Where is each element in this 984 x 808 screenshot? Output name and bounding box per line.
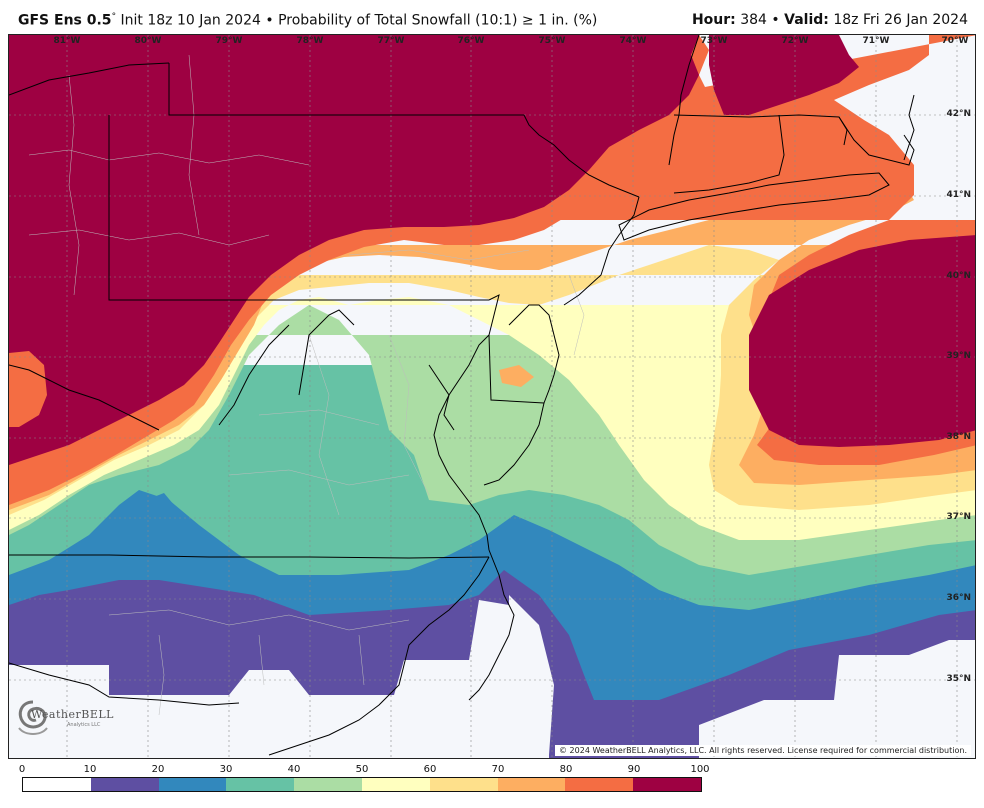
lon-label: 71°W [862,36,890,46]
colorbar-segment [361,778,430,791]
map-title: GFS Ens 0.5° Init 18z 10 Jan 2024 • Prob… [18,12,597,29]
state-borders [9,35,915,756]
colorbar-ticks: 0 10 20 30 40 50 60 70 80 90 100 [18,764,710,776]
colorbar-segment [294,778,362,791]
lon-label: 70°W [941,36,969,46]
colorbar-segment [158,778,227,791]
lat-label: 36°N [946,593,971,603]
hour-label: Hour: [691,12,736,28]
colorbar-tick: 70 [491,764,505,775]
band-60-70-spot [499,365,534,387]
valid-value: 18z Fri 26 Jan 2024 [833,12,968,28]
weatherbell-logo: WeatherBELL Analytics LLC [13,696,114,740]
colorbar-tick: 40 [287,764,301,775]
colorbar-segment [226,778,295,791]
band-90-100 [9,35,975,465]
colorbar-tick: 50 [355,764,369,775]
lon-label: 80°W [134,36,162,46]
separator-bullet-2: • [771,12,780,28]
degree-symbol: ° [111,12,117,22]
colorbar-tick: 20 [151,764,165,775]
colorbar-tick: 100 [690,764,710,775]
lon-label: 72°W [781,36,809,46]
forecast-time: Hour: 384 • Valid: 18z Fri 26 Jan 2024 [692,12,968,28]
band-80-90-west [9,351,47,427]
colorbar-segment [497,778,566,791]
band-30-40-spot [146,493,174,517]
colorbar-segment [429,778,498,791]
copyright-notice: © 2024 WeatherBELL Analytics, LLC. All r… [555,745,971,756]
hour-value: 384 [740,12,767,28]
logo-text: WeatherBELL [31,708,114,721]
lon-label: 79°W [215,36,243,46]
colorbar-segment [633,778,701,791]
colorbar-tick: 10 [83,764,97,775]
init-time: Init 18z 10 Jan 2024 [120,12,261,29]
lon-label: 78°W [296,36,324,46]
lon-label: 77°W [377,36,405,46]
lat-label: 41°N [946,190,971,200]
lon-label: 76°W [457,36,485,46]
colorbar-tick: 60 [423,764,437,775]
lat-label: 39°N [946,351,971,361]
lat-label: 38°N [946,432,971,442]
map-fill [9,35,975,758]
separator-bullet: • [265,12,274,29]
colorbar [22,777,702,792]
lon-label: 73°W [700,36,728,46]
lat-label: 40°N [946,271,971,281]
lat-label: 42°N [946,109,971,119]
snowfall-probability-map: 81°W 80°W 79°W 78°W 77°W 76°W 75°W 74°W … [8,34,976,759]
lat-label: 35°N [946,674,971,684]
lon-label: 74°W [619,36,647,46]
colorbar-tick: 0 [18,764,26,775]
colorbar-tick: 30 [219,764,233,775]
product-name: Probability of Total Snowfall (10:1) ≥ 1… [278,12,598,29]
lon-label: 81°W [53,36,81,46]
logo-subtext: Analytics LLC [67,722,101,728]
lat-label: 37°N [946,512,971,522]
model-name: GFS Ens 0.5 [18,12,112,29]
colorbar-tick: 80 [559,764,573,775]
county-borders [28,54,585,716]
lat-lon-grid [9,35,975,758]
lon-label: 75°W [538,36,566,46]
swirl-logo-icon [18,700,48,735]
header-bar: GFS Ens 0.5° Init 18z 10 Jan 2024 • Prob… [0,0,984,34]
colorbar-segment [90,778,159,791]
colorbar-segment [565,778,634,791]
colorbar-tick: 90 [627,764,641,775]
valid-label: Valid: [784,12,829,28]
colorbar-segment [23,778,91,791]
